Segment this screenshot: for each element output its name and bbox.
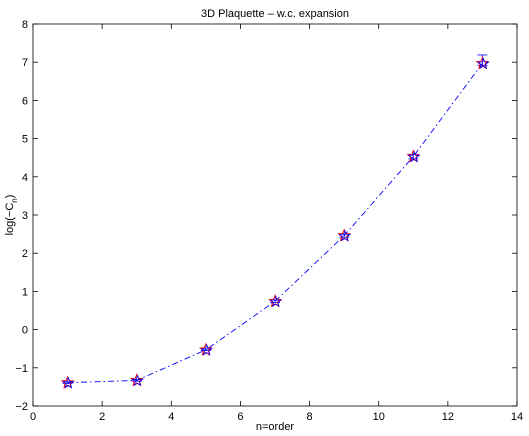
x-tick-label: 4 — [168, 411, 174, 423]
x-tick-label: 8 — [307, 411, 313, 423]
data-point-marker-overlay — [338, 229, 352, 242]
y-tick-label: 8 — [22, 19, 28, 31]
x-tick-label: 0 — [30, 411, 36, 423]
y-tick-label: 5 — [22, 134, 28, 146]
y-tick-label: 3 — [22, 210, 28, 222]
data-point-marker-overlay — [407, 150, 421, 163]
y-tick-label: 4 — [22, 172, 28, 184]
data-point-marker-overlay — [269, 295, 283, 308]
data-point-marker-overlay — [200, 343, 213, 356]
data-point-marker-overlay — [62, 376, 75, 389]
data-point-marker-overlay — [131, 374, 144, 387]
y-tick-label: 6 — [22, 95, 28, 107]
y-tick-label: 7 — [22, 57, 28, 69]
plot-area — [32, 23, 518, 407]
y-tick-label: −2 — [15, 401, 28, 413]
data-point-marker — [198, 342, 213, 356]
y-axis-label-close: ) — [4, 195, 16, 199]
y-tick-label: 2 — [22, 248, 28, 260]
x-tick-label: 12 — [442, 411, 454, 423]
data-point-marker — [268, 294, 282, 308]
x-tick-label: 14 — [511, 411, 523, 423]
data-point-marker — [60, 375, 75, 389]
x-tick-label: 6 — [237, 411, 243, 423]
x-axis-ticks: 0 2 4 6 8 10 12 14 — [30, 24, 523, 423]
y-tick-label: 0 — [22, 325, 28, 337]
x-tick-label: 2 — [99, 411, 105, 423]
y-tick-label: 1 — [22, 286, 28, 298]
y-axis-ticks: −2 −1 0 1 2 3 4 5 6 7 8 — [15, 19, 517, 413]
y-axis-label-subscript: n — [10, 198, 19, 202]
data-point-marker — [337, 228, 352, 242]
chart-title: 3D Plaquette – w.c. expansion — [201, 8, 349, 20]
y-tick-label: −1 — [15, 363, 28, 375]
x-axis-label: n=order — [256, 421, 295, 433]
y-axis-label: log(−Cn) — [4, 195, 19, 236]
y-axis-label-main: log(−C — [4, 203, 16, 236]
data-point-marker — [406, 149, 421, 163]
data-point-marker — [129, 373, 144, 387]
series-layer — [60, 54, 490, 389]
data-point-marker-overlay — [477, 57, 490, 70]
data-point-marker — [475, 56, 490, 70]
x-tick-label: 10 — [373, 411, 385, 423]
